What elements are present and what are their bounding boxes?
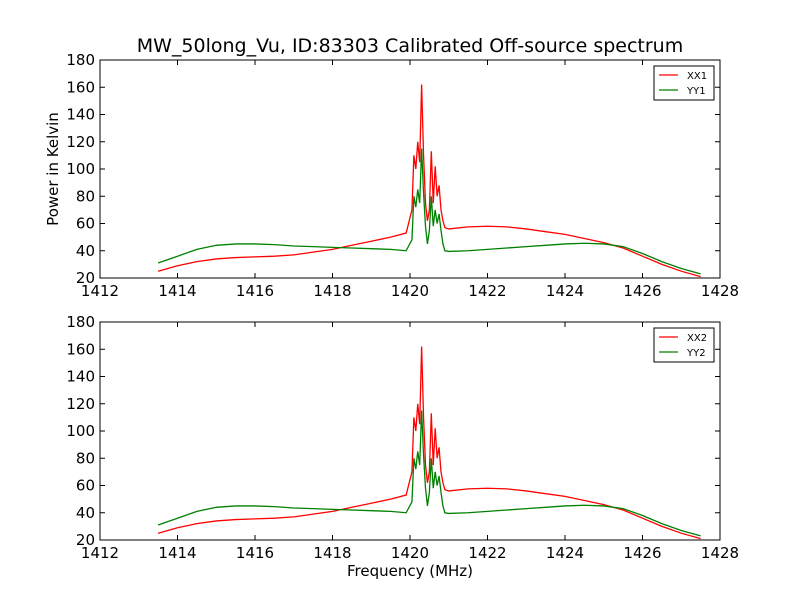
chart-1-legend-label-xx2: XX2 [687, 333, 707, 344]
chart-0-y-tick-label: 120 [66, 133, 95, 151]
chart-0-x-tick-label: 1420 [391, 282, 429, 300]
chart-0-x-tick-label: 1418 [313, 282, 351, 300]
chart-0-x-tick-label: 1422 [468, 282, 506, 300]
chart-1-y-tick-label: 180 [66, 313, 95, 331]
chart-0-y-axis-label: Power in Kelvin [44, 112, 62, 226]
chart-0-y-tick-label: 60 [76, 215, 95, 233]
chart-0-y-tick-label: 180 [66, 51, 95, 69]
chart-1-y-tick-label: 120 [66, 395, 95, 413]
chart-0-y-tick-label: 20 [76, 269, 95, 287]
chart-1-x-tick-label: 1414 [158, 544, 196, 562]
chart-1-y-tick-label: 140 [66, 368, 95, 386]
chart-0-x-tick-label: 1426 [623, 282, 661, 300]
chart-1-y-tick-label: 160 [66, 340, 95, 358]
chart-0-y-tick-label: 40 [76, 242, 95, 260]
chart-1-y-tick-label: 80 [76, 449, 95, 467]
top-panel: 1412 1414 1416 1418 1420 1422 1424 1426 1428 20 40… [44, 51, 739, 300]
chart-1-x-tick-label: 1418 [313, 544, 351, 562]
chart-1-y-tick-label: 60 [76, 477, 95, 495]
chart-0-series-yy1-line [157, 148, 701, 275]
chart-0-y-tick-label: 100 [66, 160, 95, 178]
chart-0-x-tick-label: 1412 [81, 282, 119, 300]
chart-1-series-yy2-line [157, 410, 701, 537]
chart-0-y-tick-label: 160 [66, 78, 95, 96]
chart-1-x-tick-label: 1412 [81, 544, 119, 562]
chart-1-legend [653, 327, 715, 363]
chart-0-y-tick-label: 140 [66, 106, 95, 124]
chart-0-legend [653, 65, 715, 101]
chart-0-x-tick-label: 1416 [236, 282, 274, 300]
figure-title: MW_50long_Vu, ID:83303 Calibrated Off-so… [137, 35, 683, 57]
chart-1-y-tick-label: 40 [76, 504, 95, 522]
chart-0-y-tick-label: 80 [76, 187, 95, 205]
chart-1-x-tick-label: 1428 [701, 544, 739, 562]
chart-0-x-tick-label: 1428 [701, 282, 739, 300]
chart-1-y-tick-label: 20 [76, 531, 95, 549]
chart-1-x-axis-label: Frequency (MHz) [347, 562, 473, 580]
chart-1-legend-label-yy2: YY2 [686, 348, 706, 359]
chart-1-x-tick-label: 1416 [236, 544, 274, 562]
chart-1-x-tick-label: 1422 [468, 544, 506, 562]
chart-1-series-xx2-line [157, 346, 701, 540]
chart-0-series-xx1-line [157, 84, 701, 278]
chart-1-plot-area [100, 322, 720, 540]
chart-0-legend-label-yy1: YY1 [686, 86, 706, 97]
chart-1-x-tick-label: 1426 [623, 544, 661, 562]
chart-0-legend-label-xx1: XX1 [687, 71, 707, 82]
chart-1-x-tick-label: 1424 [546, 544, 584, 562]
chart-1-y-tick-label: 100 [66, 422, 95, 440]
chart-0-x-tick-label: 1424 [546, 282, 584, 300]
bottom-panel: 1412 1414 1416 1418 1420 1422 1424 1426 1428 20 40… [66, 313, 739, 580]
chart-0-x-tick-label: 1414 [158, 282, 196, 300]
chart-1-x-tick-label: 1420 [391, 544, 429, 562]
chart-0-plot-area [100, 60, 720, 278]
